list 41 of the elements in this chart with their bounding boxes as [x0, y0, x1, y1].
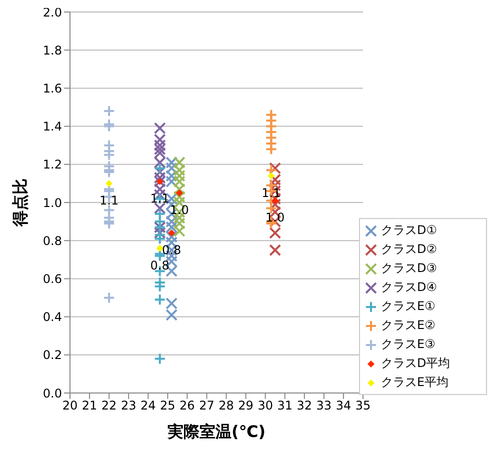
y-tick-label: 1.2 — [42, 158, 62, 172]
y-tick-label: 0.0 — [42, 386, 62, 400]
x-tick-label: 34 — [336, 398, 352, 413]
y-tick-label: 1.8 — [42, 43, 62, 58]
x-tick-label: 27 — [199, 398, 214, 413]
data-label: 1.1 — [100, 193, 119, 208]
x-tick-label: 28 — [218, 398, 234, 413]
x-axis-title: 実際室温(℃) — [166, 422, 266, 441]
legend-label: クラスD④ — [381, 279, 437, 296]
legend-label: クラスE② — [381, 317, 436, 334]
x-tick-label: 24 — [140, 398, 156, 413]
y-tick-label: 0.8 — [42, 234, 62, 248]
legend-label: クラスE③ — [381, 336, 436, 353]
x-tick-label: 20 — [62, 398, 78, 413]
y-axis-title: 得点比 — [10, 178, 30, 228]
x-tick-label: 22 — [101, 398, 117, 413]
x-tick-label: 29 — [238, 398, 254, 413]
legend-label: クラスD② — [381, 241, 437, 258]
data-label: 0.8 — [150, 258, 170, 272]
x-tick-label: 31 — [277, 398, 293, 413]
x-tick-label: 30 — [258, 398, 273, 413]
y-tick-label: 1.4 — [42, 120, 62, 134]
legend-label: クラスD平均 — [381, 355, 450, 372]
data-label: 0.8 — [162, 243, 182, 258]
x-tick-label: 25 — [160, 398, 176, 413]
legend-label: クラスD① — [381, 222, 437, 239]
x-tick-label: 35 — [355, 398, 371, 413]
y-tick-label: 0.4 — [42, 310, 62, 324]
legend-label: クラスE① — [381, 298, 436, 315]
legend-label: クラスD③ — [381, 260, 437, 277]
x-tick-label: 23 — [120, 398, 136, 413]
y-tick-label: 1.0 — [42, 196, 62, 210]
x-tick-label: 33 — [316, 398, 332, 413]
y-tick-label: 0.6 — [42, 272, 62, 286]
legend-label: クラスE平均 — [381, 374, 449, 391]
x-tick-label: 26 — [180, 398, 195, 413]
x-tick-label: 21 — [82, 398, 98, 413]
data-label: 1.1 — [262, 186, 281, 200]
x-tick-label: 32 — [296, 398, 312, 413]
y-tick-label: 0.2 — [42, 348, 62, 362]
y-tick-label: 1.6 — [42, 81, 62, 96]
